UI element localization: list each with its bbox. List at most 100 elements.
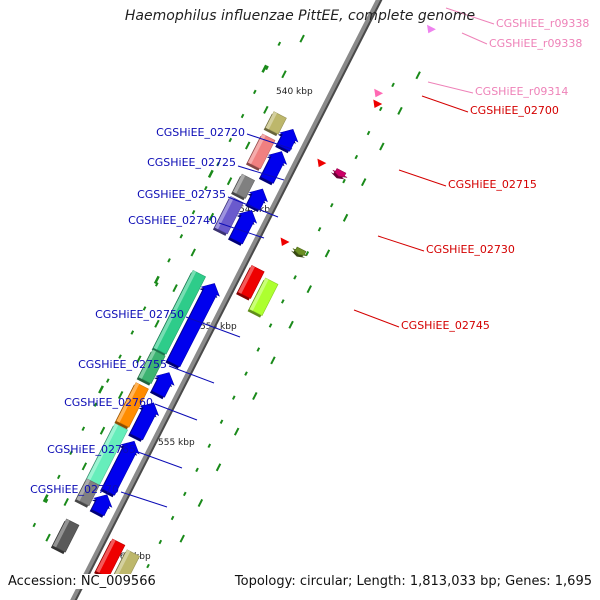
tick-mark (195, 467, 199, 473)
tick-mark (81, 462, 88, 471)
feature-block-2 (232, 173, 256, 199)
forward-gene-arrow-8 (91, 494, 113, 517)
tick-mark (263, 105, 269, 114)
tick-mark (179, 534, 185, 543)
leader-line (377, 235, 425, 252)
forward-gene-arrow-4 (166, 283, 220, 368)
reverse-gene-label: CGSHiEE_02745 (401, 319, 490, 332)
tick-mark (231, 395, 236, 400)
tick-mark (317, 227, 322, 232)
leader-line (353, 309, 400, 328)
feature-block-1-highlight (248, 134, 266, 165)
leader-line (421, 95, 469, 113)
leader-line (168, 365, 215, 384)
reverse-gene-arrow-02715 (332, 168, 348, 178)
tick-mark (32, 522, 37, 528)
reverse-gene-arrow-02730 (292, 246, 308, 257)
tick-mark (324, 249, 331, 258)
reverse-block-red-2-highlight (96, 539, 116, 573)
tick-mark (228, 137, 233, 143)
tick-mark (81, 426, 86, 431)
tick-mark (219, 419, 224, 424)
forward-gene-label: CGSHiEE_02740 (128, 214, 217, 227)
leader-line (227, 196, 279, 218)
tick-mark (167, 258, 171, 263)
forward-gene-arrow-6 (129, 402, 160, 441)
forward-gene-arrow-2 (246, 188, 268, 211)
kbp-label: 540 kbp (276, 87, 313, 97)
tick-mark (299, 34, 305, 43)
forward-gene-label: CGSHiEE_02725 (147, 156, 236, 169)
tick-mark (155, 282, 159, 287)
tick-mark (391, 82, 395, 88)
tick-mark (130, 330, 135, 335)
kbp-label: 550 kbp (200, 322, 237, 332)
tick-mark (208, 212, 215, 221)
tick-mark (281, 70, 287, 79)
tick-mark (265, 65, 269, 71)
tick-mark (99, 426, 106, 435)
feature-block-8-highlight (76, 478, 91, 501)
tick-mark (379, 142, 385, 151)
tick-mark (305, 251, 310, 256)
kbp-tick (42, 494, 49, 503)
forward-gene-label: CGSHiEE_02755 (78, 358, 167, 371)
gene-labels: CGSHiEE_02720 CGSHiEE_02725 CGSHiEE_02735 C… (30, 7, 589, 508)
tick-mark (207, 443, 212, 449)
tick-mark (216, 161, 220, 167)
tick-mark (93, 402, 98, 407)
feature-block-6-highlight (116, 382, 140, 423)
tick-mark (197, 498, 204, 507)
kbp-tick (98, 385, 104, 394)
tick-mark (253, 89, 257, 95)
leader-line (445, 7, 495, 25)
tick-mark (117, 391, 124, 400)
genome-summary-text: Topology: circular; Length: 1,813,033 bp… (234, 574, 592, 589)
gene-marker-02715 (317, 158, 327, 168)
feature-block-9-highlight (52, 519, 70, 548)
tick-mark (366, 130, 371, 136)
tick-mark (233, 427, 240, 436)
tick-mark (270, 356, 276, 365)
tick-mark (280, 299, 285, 304)
gene-marker-02730 (280, 237, 290, 246)
feature-block-7-highlight (87, 423, 119, 481)
backbone-line (70, 0, 381, 600)
feature-block-8 (76, 478, 100, 507)
tick-mark (136, 355, 142, 364)
map-title: Haemophilus influenzae PittEE, complete … (124, 8, 476, 24)
tick-mark (397, 106, 403, 115)
reverse-block-red-highlight (238, 265, 255, 294)
tick-mark (277, 41, 282, 47)
tick-mark (342, 178, 346, 184)
leader-line (246, 133, 293, 150)
reverse-block-green-highlight (249, 278, 269, 311)
tick-mark (329, 202, 334, 208)
tick-mark (361, 178, 367, 187)
leader-line (427, 81, 474, 94)
reverse-gene-label: CGSHiEE_r09338 (489, 37, 582, 50)
gene-marker-02700 (373, 99, 383, 108)
leader-line (154, 403, 198, 421)
tick-mark (154, 319, 160, 328)
tick-mark (45, 533, 51, 542)
tick-mark (170, 515, 175, 521)
forward-gene-label: CGSHiEE_02720 (156, 126, 245, 139)
tick-mark (69, 450, 73, 456)
tick-mark (215, 463, 222, 472)
feature-block-1 (247, 133, 276, 170)
tick-mark (256, 347, 261, 352)
tick-mark (288, 320, 294, 329)
leader-line (218, 222, 265, 239)
gene-features (50, 24, 436, 590)
feature-block-9 (52, 518, 80, 553)
kbp-label: 555 kbp (158, 438, 195, 448)
tick-mark (306, 285, 312, 294)
tick-mark (182, 491, 187, 497)
tick-mark (44, 498, 49, 504)
forward-gene-label: CGSHiEE_02770 (30, 483, 119, 496)
rna-marker-r09314 (374, 88, 384, 98)
feature-block-2-highlight (233, 174, 246, 194)
tick-mark (57, 474, 61, 480)
tick-mark (226, 177, 233, 186)
